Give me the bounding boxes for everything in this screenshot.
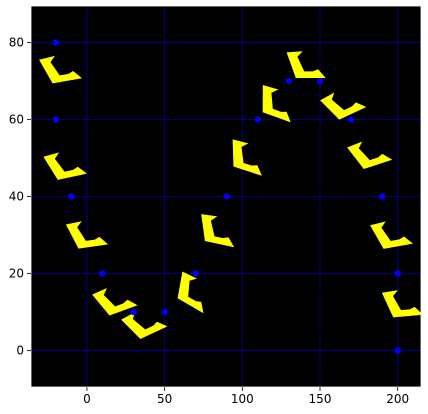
marker-glyph — [381, 290, 424, 318]
data-point — [223, 193, 230, 200]
marker-glyph — [232, 139, 262, 176]
y-tick-label: 80 — [9, 36, 24, 50]
data-point — [161, 308, 168, 316]
data-point — [99, 270, 106, 277]
data-point — [52, 116, 60, 123]
marker-glyph — [201, 214, 235, 248]
data-point — [254, 116, 262, 123]
marker-glyph — [177, 271, 204, 314]
marker-glyph — [347, 141, 393, 170]
x-tick-label: 100 — [231, 392, 254, 406]
marker-glyph — [65, 221, 109, 249]
x-tick-label: 200 — [386, 392, 409, 406]
point-series — [52, 39, 401, 354]
data-point — [192, 270, 199, 277]
x-tick-label: 0 — [83, 392, 91, 406]
marker-glyph — [43, 152, 87, 180]
data-point — [285, 77, 293, 85]
data-point — [394, 347, 401, 354]
data-point — [68, 193, 75, 200]
marker-glyph — [92, 288, 138, 316]
data-point — [394, 270, 401, 277]
marker-glyph — [262, 85, 291, 123]
marker-glyph — [286, 51, 326, 78]
data-point — [130, 308, 137, 316]
y-tick-label: 40 — [9, 190, 24, 204]
data-point — [378, 193, 386, 200]
data-point — [52, 39, 60, 46]
data-point — [347, 116, 355, 123]
marker-series — [39, 51, 424, 339]
marker-glyph — [320, 92, 367, 120]
grid-lines — [31, 6, 421, 387]
marker-glyph — [39, 55, 83, 84]
axis-ticks: 0 50 100 150 200 0 20 40 60 80 — [9, 36, 409, 406]
y-tick-label: 20 — [9, 266, 24, 280]
x-tick-label: 150 — [309, 392, 332, 406]
x-tick-label: 50 — [157, 392, 172, 406]
y-tick-label: 0 — [16, 343, 24, 357]
y-tick-label: 60 — [9, 113, 24, 127]
marker-glyph — [370, 221, 413, 249]
data-point — [316, 77, 324, 85]
